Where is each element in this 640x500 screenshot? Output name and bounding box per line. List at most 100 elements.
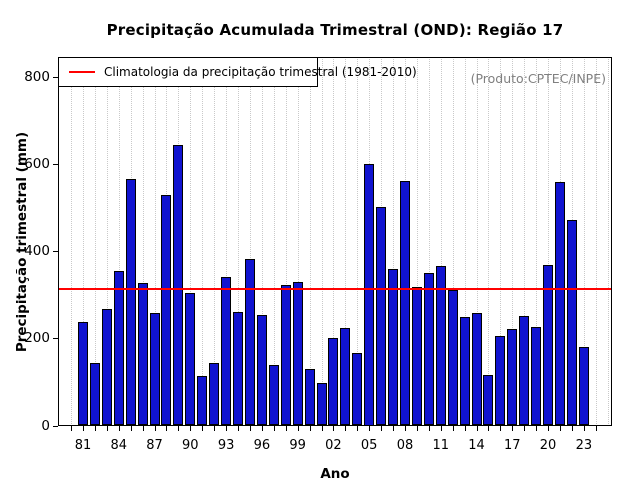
gridline — [297, 57, 299, 426]
x-tick — [536, 426, 538, 431]
y-tick-label: 600 — [24, 156, 50, 173]
y-tick-label: 0 — [41, 417, 50, 434]
climatology-line — [58, 288, 612, 291]
x-tick — [381, 426, 383, 431]
x-tick — [393, 426, 395, 431]
x-tick — [226, 426, 228, 431]
x-tick — [500, 426, 502, 431]
gridline — [249, 57, 251, 426]
x-tick-label: 96 — [253, 438, 271, 453]
gridline — [512, 57, 514, 426]
x-tick — [238, 426, 240, 431]
source-annotation: (Produto:CPTEC/INPE) — [470, 71, 606, 86]
gridline — [190, 57, 192, 426]
x-tick-label: 11 — [432, 438, 450, 453]
x-tick — [416, 426, 418, 431]
x-tick — [297, 426, 299, 431]
gridline — [357, 57, 359, 426]
y-tick-label: 400 — [24, 243, 50, 260]
y-tick — [53, 164, 58, 166]
gridline — [202, 57, 204, 426]
y-tick-label: 200 — [24, 330, 50, 347]
x-tick — [476, 426, 478, 431]
x-tick — [571, 426, 573, 431]
x-tick-label: 08 — [396, 438, 414, 453]
gridline — [583, 57, 585, 426]
x-tick-label: 05 — [360, 438, 378, 453]
x-tick — [94, 426, 96, 431]
x-tick — [357, 426, 359, 431]
x-tick — [202, 426, 204, 431]
gridline — [536, 57, 538, 426]
x-tick — [404, 426, 406, 431]
x-tick-label: 02 — [325, 438, 342, 453]
legend-label: Climatologia da precipitação trimestral … — [104, 65, 417, 79]
x-tick — [321, 426, 323, 431]
legend: Climatologia da precipitação trimestral … — [58, 57, 417, 87]
x-tick — [249, 426, 251, 431]
gridline — [273, 57, 275, 426]
gridline — [118, 57, 120, 426]
x-tick — [285, 426, 287, 431]
gridline — [309, 57, 311, 426]
gridline — [142, 57, 144, 426]
x-tick-label: 14 — [468, 438, 485, 453]
x-tick — [130, 426, 132, 431]
x-axis-label: Ano — [320, 466, 350, 482]
x-tick — [71, 426, 73, 431]
x-tick — [345, 426, 347, 431]
x-tick — [428, 426, 430, 431]
gridline — [416, 57, 418, 426]
gridline — [607, 57, 609, 426]
y-tick — [53, 338, 58, 340]
gridline — [321, 57, 323, 426]
x-tick — [512, 426, 514, 431]
gridline — [500, 57, 502, 426]
gridline — [83, 57, 84, 426]
x-tick-label: 87 — [146, 438, 163, 453]
x-tick — [452, 426, 454, 431]
x-tick-label: 20 — [539, 438, 557, 453]
gridline — [106, 57, 108, 426]
chart-title: Precipitação Acumulada Trimestral (OND):… — [106, 21, 564, 39]
x-tick-label: 17 — [504, 438, 521, 453]
x-tick — [261, 426, 263, 431]
x-tick — [154, 426, 156, 431]
x-tick-label: 81 — [74, 438, 92, 453]
x-tick — [440, 426, 442, 431]
gridline — [154, 57, 156, 426]
gridline — [452, 57, 454, 426]
x-tick — [178, 426, 180, 431]
climatology-line-swatch-icon — [69, 71, 95, 73]
gridline — [238, 57, 240, 426]
gridline — [595, 57, 597, 426]
y-tick — [53, 251, 58, 253]
x-tick — [166, 426, 168, 431]
x-tick — [583, 426, 585, 431]
gridline — [464, 57, 466, 426]
x-tick — [309, 426, 311, 431]
gridline — [285, 57, 287, 426]
x-tick — [333, 426, 335, 431]
x-tick-label: 84 — [110, 438, 128, 453]
x-tick-label: 99 — [289, 438, 306, 453]
gridline — [345, 57, 347, 426]
x-tick — [118, 426, 120, 431]
x-tick — [524, 426, 526, 431]
y-tick — [53, 77, 58, 78]
x-tick — [214, 426, 216, 431]
x-tick — [369, 426, 371, 431]
x-tick-label: 90 — [182, 438, 199, 453]
x-tick — [595, 426, 597, 431]
x-tick — [83, 426, 84, 431]
gridline — [440, 57, 442, 426]
gridline — [476, 57, 478, 426]
gridline — [71, 57, 73, 426]
x-tick — [560, 426, 561, 431]
x-tick — [142, 426, 144, 431]
x-tick — [488, 426, 490, 431]
x-tick — [106, 426, 108, 431]
gridline — [214, 57, 216, 426]
gridline — [548, 57, 550, 426]
